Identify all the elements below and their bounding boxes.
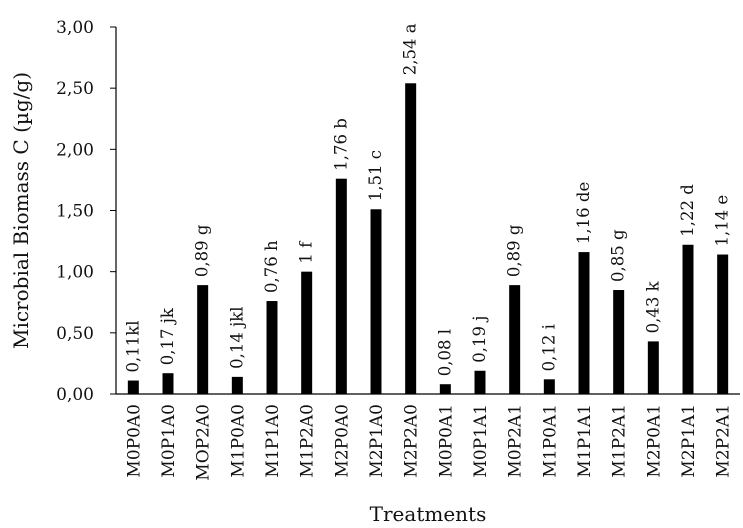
y-tick-labels: 0,00 0,50 1,00 1,50 2,00 2,50 3,00 [56,18,94,405]
x-tick-label: M0P0A0 [124,404,144,478]
data-label: 0,17 jk [158,307,177,365]
data-label: 0,89 g [193,224,212,277]
axes [110,26,740,395]
data-label: 0,19 j [470,316,489,363]
x-tick-label: M1P0A0 [228,404,248,478]
x-tick-label: M1P0A1 [540,404,560,478]
bar [197,285,209,394]
data-label: 0,76 h [262,240,281,293]
bars [127,83,729,395]
bar [439,384,451,394]
bar [266,301,278,394]
bar [301,271,313,394]
x-tick-label: M2P2A1 [714,404,734,478]
y-tick-label: 2,50 [56,79,94,99]
y-tick-label: 1,00 [56,263,94,283]
x-tick-label: M0P1A0 [159,404,179,478]
y-tick-label: 2,00 [56,140,94,160]
bar [474,370,486,394]
data-label: 1,51 c [366,150,385,201]
x-tick-labels: M0P0A0 M0P1A0 MOP2A0 M1P0A0 M1P1A0 M1P2A0 M2P0… [124,404,733,481]
data-label: 1,22 d [678,184,697,237]
x-tick-label: M2P0A1 [644,404,664,478]
x-tick-label: M0P1A1 [471,404,491,478]
y-axis-title: Microbial Biomass C (µg/g) [9,72,33,349]
x-tick-label: M2P1A0 [367,404,387,478]
y-tick-label: 0,00 [56,385,94,405]
data-label: 0,89 g [505,224,524,277]
y-tick-label: 0,50 [56,324,94,344]
bar [682,244,694,394]
bar [613,290,625,394]
x-tick-label: M0P2A1 [506,404,526,478]
data-label: 0,14 jkl [227,306,246,368]
x-axis-title: Treatments [370,502,487,526]
data-label: 0,43 k [643,280,662,333]
x-tick-label: M0P0A1 [436,404,456,478]
bar [231,376,243,394]
y-tick-label: 1,50 [56,202,94,222]
data-label: 2,54 a [401,23,420,75]
bar [162,373,174,394]
bar [335,178,347,394]
bar [578,252,590,394]
data-labels: 0,11kl 0,17 jk 0,89 g 0,14 jkl 0,76 h 1 f 1,76… [123,23,731,376]
bar [717,254,729,394]
data-label: 1,14 e [713,195,732,247]
bar [127,380,139,394]
data-label: 0,85 g [609,229,628,282]
data-label: 0,11kl [123,321,142,373]
x-tick-label: MOP2A0 [194,404,214,481]
y-tick-label: 3,00 [56,18,94,38]
data-label: 1 f [297,240,316,264]
bar [405,83,417,395]
x-tick-label: M2P0A0 [332,404,352,478]
x-tick-label: M1P1A1 [575,404,595,478]
data-label: 1,76 b [331,118,350,171]
x-tick-label: M1P2A1 [610,404,630,478]
x-tick-label: M2P1A1 [679,404,699,478]
data-label: 0,12 i [539,324,558,371]
bar [509,285,521,394]
bar [647,341,659,394]
bar [543,379,555,394]
bar [370,209,382,394]
x-tick-label: M1P1A0 [263,404,283,478]
x-tick-label: M2P2A0 [402,404,422,478]
data-label: 0,08 l [435,329,454,376]
data-label: 1,16 de [574,182,593,244]
x-tick-label: M1P2A0 [298,404,318,478]
